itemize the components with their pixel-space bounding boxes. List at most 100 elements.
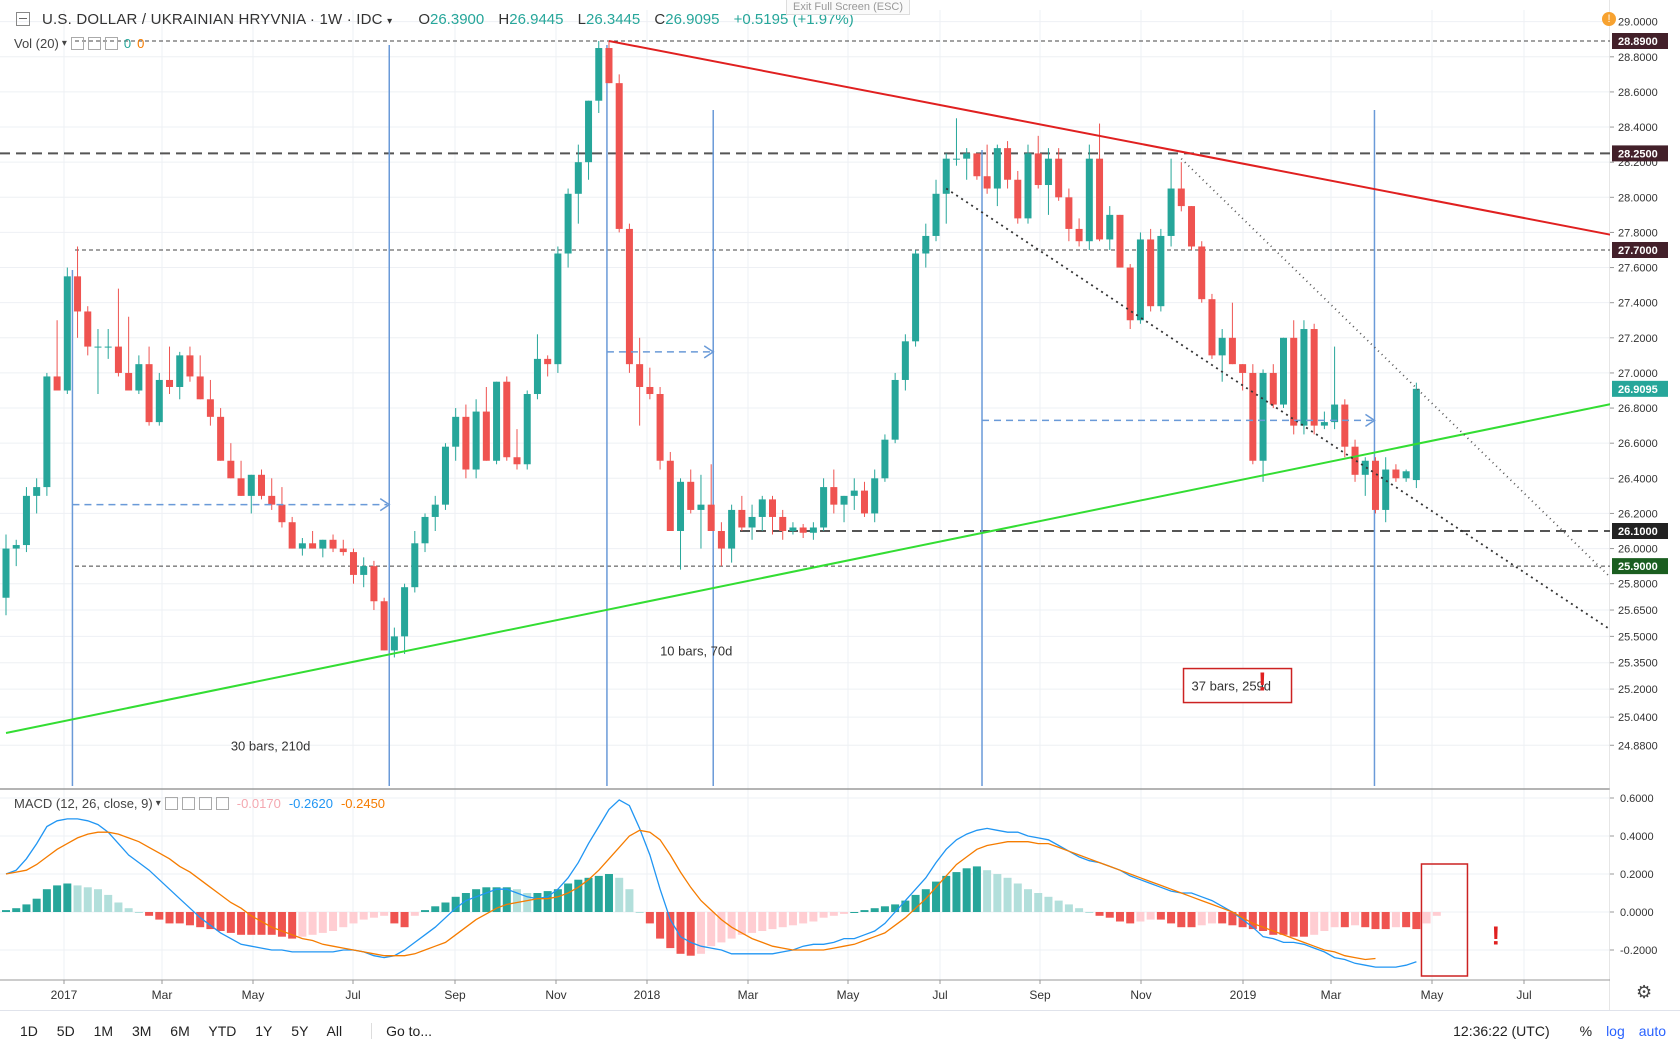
macd-tick-label: 0.6000 xyxy=(1620,793,1654,805)
macd-hist-bar xyxy=(1299,912,1308,937)
macd-hist-bar xyxy=(1422,912,1431,924)
macd-hist-bar xyxy=(523,893,532,912)
goto-button[interactable]: Go to... xyxy=(371,1023,432,1039)
trendline-dotted-1 xyxy=(945,187,1627,641)
chevron-down-icon[interactable]: ▾ xyxy=(387,15,393,27)
time-axis: 2017 Mar May Jul Sep Nov 2018 Mar May Jul Sep Nov 20… xyxy=(0,979,1610,1002)
macd-hist-bar xyxy=(175,912,184,924)
time-tick-label: May xyxy=(242,988,265,1002)
settings-icon[interactable] xyxy=(181,797,195,810)
eye-icon[interactable] xyxy=(70,37,84,50)
candle-body xyxy=(656,394,664,461)
price-tick-label: 28.4000 xyxy=(1618,122,1658,134)
percent-toggle[interactable]: % xyxy=(1579,1023,1593,1039)
alert-icon[interactable]: ! xyxy=(1602,12,1616,26)
macd-hist-bar xyxy=(349,912,358,924)
macd-hist-bar xyxy=(1075,908,1084,912)
macd-hist-bar xyxy=(257,912,266,935)
timeframe-6m[interactable]: 6M xyxy=(170,1023,190,1039)
candle-body xyxy=(891,379,899,440)
candles xyxy=(2,41,1420,658)
symbol-title[interactable]: U.S. DOLLAR / UKRAINIAN HRYVNIA · 1W · I… xyxy=(42,10,393,28)
timeframe-ytd[interactable]: YTD xyxy=(208,1023,237,1039)
macd-hist-bar xyxy=(1320,912,1329,931)
log-toggle[interactable]: log xyxy=(1606,1023,1625,1039)
timeframe-3m[interactable]: 3M xyxy=(131,1023,152,1039)
eye-icon[interactable] xyxy=(164,797,178,810)
timeframe-5d[interactable]: 5D xyxy=(56,1023,75,1039)
price-tick-label: 28.6000 xyxy=(1618,87,1658,99)
candle-body xyxy=(176,355,184,387)
volume-legend[interactable]: Vol (20) ▾ 0 0 xyxy=(14,36,145,51)
macd-hist-bar xyxy=(1013,883,1022,912)
candle-body xyxy=(1412,388,1420,481)
gear-icon[interactable]: ⚙ xyxy=(1636,982,1653,1002)
candle-body xyxy=(738,509,746,528)
macd-hist-bar xyxy=(870,908,879,912)
price-tick-label: 25.0400 xyxy=(1618,712,1658,724)
candle-body xyxy=(1004,148,1012,180)
timeframe-5y[interactable]: 5Y xyxy=(291,1023,309,1039)
macd-hist-bar xyxy=(983,870,992,912)
exit-fullscreen-hint[interactable]: Exit Full Screen (ESC) xyxy=(786,0,911,15)
timeframe-1y[interactable]: 1Y xyxy=(255,1023,273,1039)
candle-body xyxy=(932,193,940,236)
clock-time[interactable]: 12:36:22 (UTC) xyxy=(1453,1023,1550,1039)
macd-legend[interactable]: MACD (12, 26, close, 9) ▾ -0.0170 -0.262… xyxy=(14,796,386,811)
chevron-down-icon[interactable]: ▾ xyxy=(155,798,161,809)
candle-body xyxy=(963,153,971,159)
candle-body xyxy=(431,504,439,517)
time-tick-label: Mar xyxy=(738,988,759,1002)
price-tick-label: 24.8800 xyxy=(1618,740,1658,752)
price-tick-label: 28.8000 xyxy=(1618,52,1658,64)
candle-body xyxy=(1239,364,1247,373)
candle-body xyxy=(952,158,960,160)
candle-body xyxy=(329,539,337,549)
trendline-resistance xyxy=(608,40,1627,239)
annotations: 30 bars, 210d 10 bars, 70d 37 bars, 259d! xyxy=(231,643,1293,753)
macd-hist-bar xyxy=(267,912,276,935)
candle-body xyxy=(707,504,715,531)
macd-hist-bar xyxy=(574,879,583,912)
trendline-support xyxy=(5,400,1627,734)
macd-hist-bar xyxy=(196,912,205,928)
settings-icon[interactable] xyxy=(87,37,101,50)
collapse-icon[interactable] xyxy=(16,12,30,26)
macd-hist-bar xyxy=(717,912,726,943)
price-tick-label: 29.0000 xyxy=(1618,17,1658,29)
macd-hist-bar xyxy=(53,885,62,912)
arrow-head-icon xyxy=(703,345,715,359)
timeframe-1m[interactable]: 1M xyxy=(93,1023,114,1039)
price-label-bg xyxy=(1612,380,1668,397)
macd-hist-bar xyxy=(421,910,430,912)
candle-body xyxy=(860,490,868,514)
macd-hist-bar xyxy=(768,912,777,930)
macd-hist-bar xyxy=(819,912,828,918)
macd-hist-bar xyxy=(1432,912,1441,916)
macd-hist-bar xyxy=(380,912,389,916)
candle-body xyxy=(114,346,122,373)
macd-hist-bar xyxy=(543,891,552,912)
close-icon[interactable] xyxy=(104,37,118,50)
timeframe-all[interactable]: All xyxy=(326,1023,343,1039)
price-tick-label: 25.3500 xyxy=(1618,658,1658,670)
timeframe-1d[interactable]: 1D xyxy=(20,1023,38,1039)
macd-hist-bar xyxy=(390,912,399,924)
candle-body xyxy=(595,48,603,101)
macd-hist-bar xyxy=(840,912,849,914)
macd-hist-bar xyxy=(799,912,808,924)
close-icon[interactable] xyxy=(215,797,229,810)
macd-hist-bar xyxy=(880,906,889,912)
code-icon[interactable] xyxy=(198,797,212,810)
macd-tick-label: 0.4000 xyxy=(1620,831,1654,843)
candle-body xyxy=(288,522,296,549)
macd-hist-bar xyxy=(1269,912,1278,935)
macd-hist-bar xyxy=(441,902,450,912)
candle-body xyxy=(1065,197,1073,229)
candle-body xyxy=(993,148,1001,189)
price-tick-label: 27.4000 xyxy=(1618,298,1658,310)
auto-toggle[interactable]: auto xyxy=(1638,1023,1666,1039)
chevron-down-icon[interactable]: ▾ xyxy=(61,38,67,49)
candle-body xyxy=(1085,158,1093,242)
